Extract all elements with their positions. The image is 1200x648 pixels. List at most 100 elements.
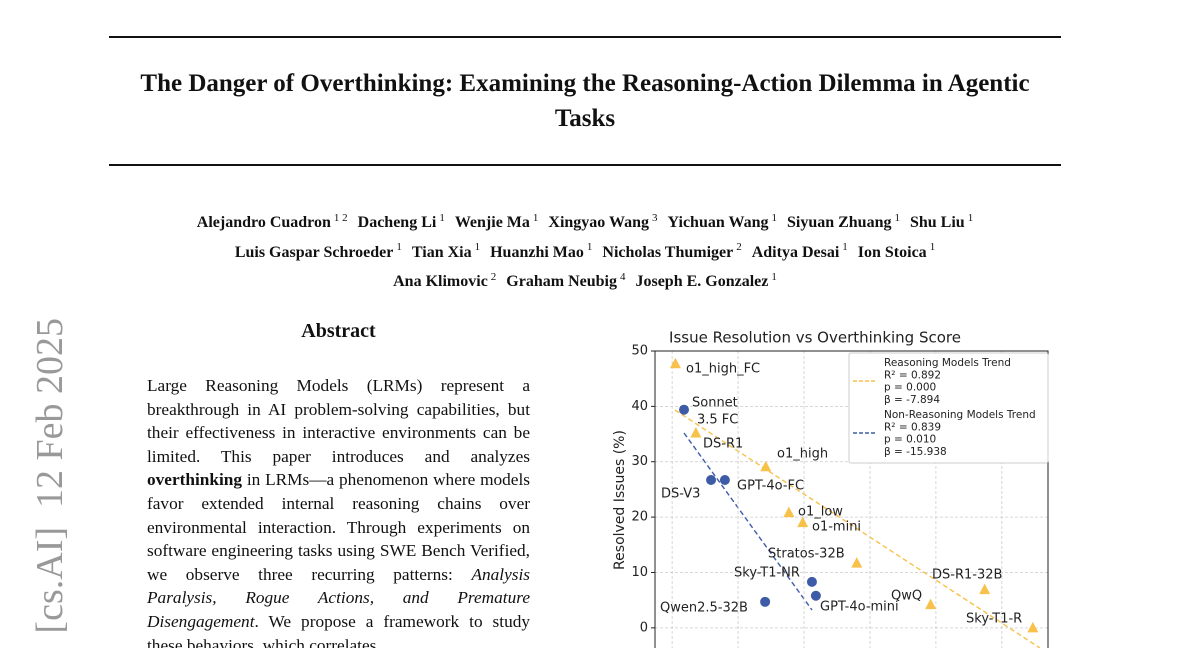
point-label: 3.5 FC	[697, 413, 738, 428]
point	[797, 516, 809, 528]
author-affiliation: 2	[736, 241, 742, 254]
author-affiliation: 1 2	[333, 212, 348, 224]
plot-frame	[654, 350, 1049, 648]
point-label: Qwen2.5-32B	[660, 601, 748, 616]
author-row: Luis Gaspar Schroeder 1 Tian Xia 1 Huanzhi M…	[60, 235, 1110, 264]
point	[806, 576, 817, 587]
y-tick-label: 0	[640, 620, 648, 635]
y-tick-label: 20	[631, 510, 648, 525]
point	[719, 475, 730, 486]
author-name: Huanzhi Mao	[490, 243, 584, 261]
author-name: Ana Klimovic	[393, 272, 488, 290]
point-label: o1_high	[777, 447, 828, 462]
legend-text: β = -7.894	[884, 394, 940, 406]
author-affiliation: 1	[842, 241, 848, 254]
point-label: QwQ	[891, 589, 922, 604]
chart-title: Issue Resolution vs Overthinking Score	[669, 329, 961, 347]
bottom-rule	[109, 164, 1061, 166]
author: Yichuan Wang 1	[667, 212, 777, 232]
author-affiliation: 2	[490, 270, 497, 283]
point-label: DS-R1	[703, 437, 743, 452]
author: Joseph E. Gonzalez 1	[635, 270, 777, 290]
author-name: Aditya Desai	[751, 243, 840, 261]
abstract-text: Analysis Paralysis, Rogue Actions, and P…	[147, 564, 530, 631]
author-name: Dacheng Li	[357, 214, 437, 232]
point-label: Sky-T1-NR	[734, 566, 800, 581]
author: Luis Gaspar Schroeder 1	[234, 241, 402, 261]
point	[706, 475, 717, 486]
abstract-body: Large Reasoning Models (LRMs) represent …	[147, 374, 530, 648]
author: Siyuan Zhuang 1	[787, 212, 900, 231]
point-label: GPT-4o-FC	[737, 479, 804, 494]
legend-box	[848, 352, 1049, 464]
abstract-text: overthinking	[147, 470, 243, 490]
legend-text: Reasoning Models Trend	[884, 357, 1011, 369]
point	[783, 506, 795, 518]
author-row: Ana Klimovic 2 Graham Neubig 4 Joseph E. Gon…	[60, 265, 1110, 294]
author: Ion Stoica 1	[858, 241, 936, 260]
point	[851, 557, 863, 568]
figure-chart: Issue Resolution vs Overthinking Score R…	[612, 329, 1049, 648]
point	[679, 404, 690, 415]
point-label: DS-R1-32B	[932, 568, 1002, 583]
author: Wenjie Ma 1	[454, 212, 539, 232]
author-affiliation: 1	[929, 241, 936, 254]
point	[979, 583, 991, 595]
point	[810, 590, 821, 601]
author: Xingyao Wang 3	[548, 212, 658, 231]
legend-text: R² = 0.892	[884, 369, 941, 381]
author: Tian Xia 1	[411, 241, 480, 261]
author: Graham Neubig 4	[506, 270, 626, 290]
abstract-text: Large Reasoning Models (LRMs) represent …	[147, 376, 530, 466]
author-name: Yichuan Wang	[667, 214, 769, 232]
point-label: Sky-T1-R	[966, 612, 1022, 627]
author-name: Tian Xia	[411, 243, 472, 261]
author-name: Graham Neubig	[506, 272, 617, 290]
author-affiliation: 1	[439, 212, 445, 224]
top-rule	[109, 36, 1061, 38]
author-affiliation: 1	[532, 212, 539, 224]
legend-text: p = 0.000	[884, 382, 936, 394]
author: Nicholas Thumiger 2	[602, 241, 742, 261]
author-name: Luis Gaspar Schroeder	[234, 243, 394, 261]
author-affiliation: 1	[894, 212, 900, 224]
author-name: Alejandro Cuadron	[196, 214, 331, 232]
author-affiliation: 1	[586, 241, 593, 254]
legend-text: Non-Reasoning Models Trend	[884, 409, 1036, 421]
author-row: Alejandro Cuadron 1 2 Dacheng Li 1 Wenjie Ma…	[60, 206, 1110, 235]
paper-title: The Danger of Overthinking: Examining th…	[140, 70, 1030, 132]
author-name: Shu Liu	[909, 214, 965, 232]
author-affiliation: 4	[619, 270, 626, 283]
author: Huanzhi Mao 1	[490, 241, 593, 261]
non-reasoning-trend-line	[683, 432, 813, 611]
legend-text: β = -15.938	[884, 446, 947, 458]
y-tick-label: 30	[631, 454, 648, 469]
author-name: Nicholas Thumiger	[602, 243, 734, 261]
author: Aditya Desai 1	[751, 241, 848, 261]
arxiv-stamp: [cs.AI] 12 Feb 2025	[29, 318, 71, 634]
author-affiliation: 1	[967, 212, 974, 224]
author-name: Joseph E. Gonzalez	[635, 272, 769, 290]
y-tick-label: 40	[631, 399, 648, 414]
author-name: Wenjie Ma	[454, 214, 530, 232]
author-affiliation: 1	[771, 270, 777, 283]
author: Dacheng Li 1	[357, 212, 445, 232]
point	[925, 598, 937, 610]
point	[690, 426, 702, 438]
y-axis-label: Resolved Issues (%)	[612, 430, 628, 570]
author-affiliation: 3	[652, 212, 658, 224]
y-tick-label: 10	[631, 565, 648, 580]
point-label: o1-mini	[812, 520, 861, 535]
y-tick-label: 50	[631, 344, 648, 359]
point-label: GPT-4o-mini	[820, 600, 899, 615]
point-label: DS-V3	[661, 487, 700, 502]
abstract-text: . We propose a framework to study these …	[147, 611, 530, 648]
author: Alejandro Cuadron 1 2	[196, 212, 348, 232]
point	[760, 460, 772, 472]
point	[1027, 621, 1039, 633]
point-label: o1_low	[798, 505, 843, 520]
point	[760, 596, 771, 607]
author: Ana Klimovic 2	[393, 270, 497, 290]
author-affiliation: 1	[771, 212, 777, 224]
